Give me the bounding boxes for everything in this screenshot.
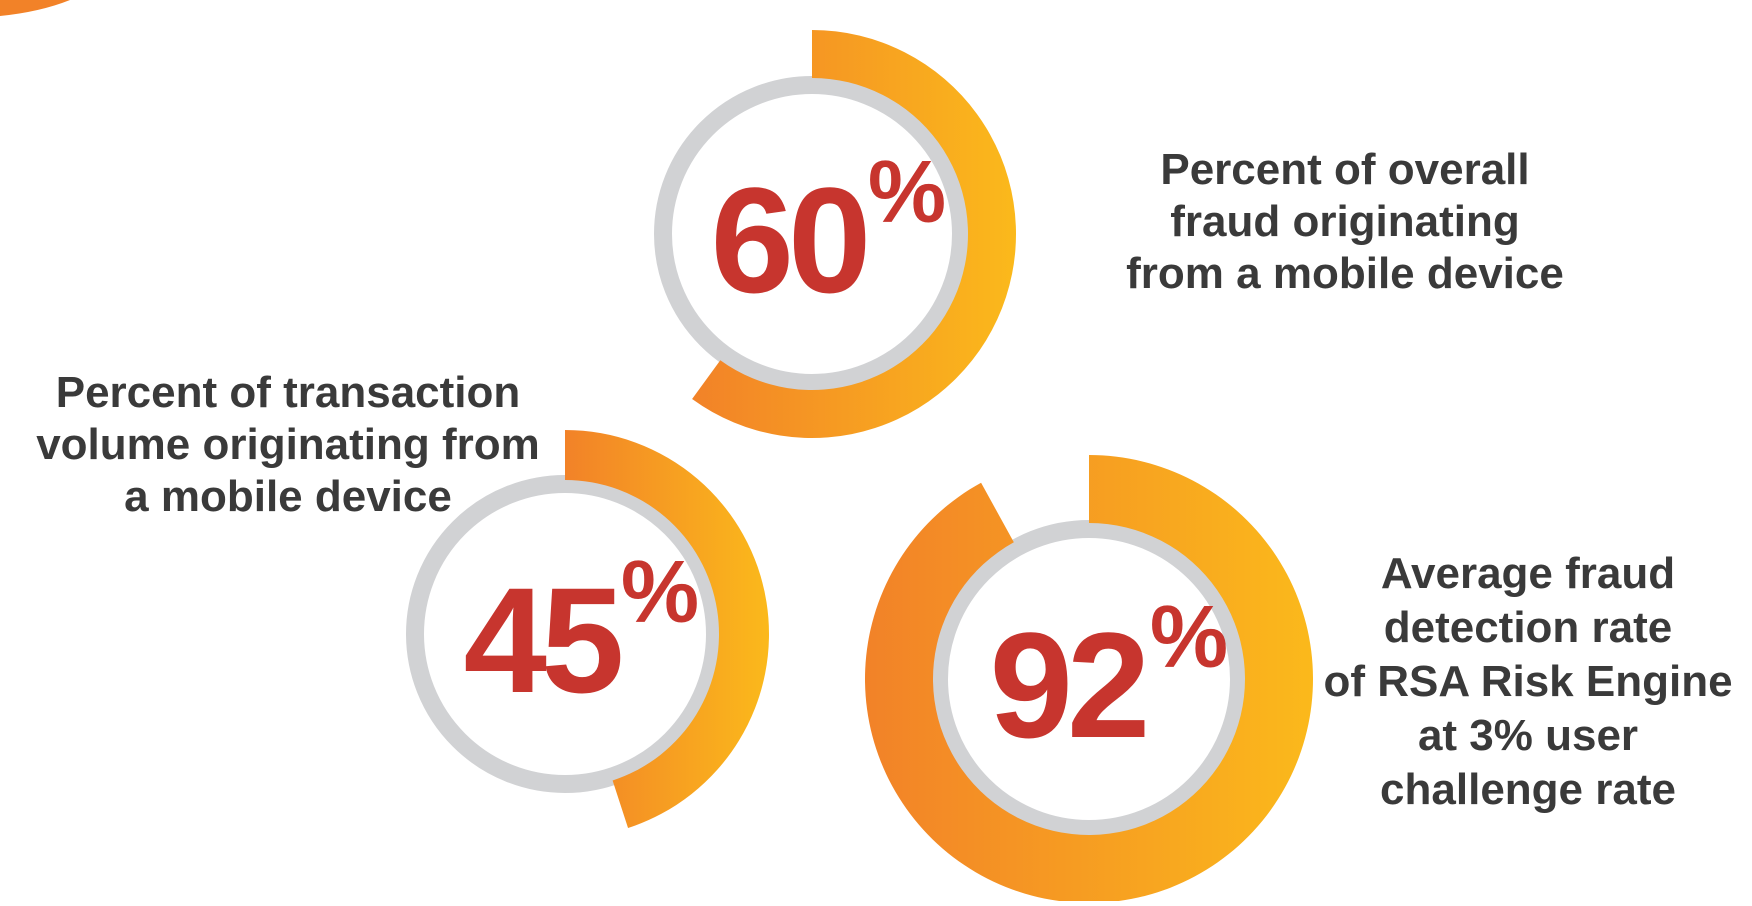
donut-value-label: 45: [464, 556, 621, 724]
donut-percent-sign: %: [868, 142, 946, 241]
donut-value-arc: [865, 455, 1313, 904]
donut-92-percent: 92%: [865, 455, 1313, 904]
caption-detection-rate: Average fraud detection rate of RSA Risk…: [1323, 549, 1733, 814]
donut-value-arc: [692, 30, 1016, 438]
donut-value-arc: [565, 430, 770, 829]
donut-track: [930, 520, 1248, 838]
donut-percent-sign: %: [621, 542, 699, 641]
donut-60-percent: 60%: [654, 30, 1016, 438]
donut-45-percent: 45%: [406, 430, 770, 829]
donut-value-label: 92: [990, 601, 1145, 769]
caption-overall-fraud: Percent of overall fraud originating fro…: [1126, 145, 1564, 298]
donut-percent-sign: %: [1150, 587, 1228, 686]
donut-track: [654, 76, 970, 392]
donut-track: [406, 475, 724, 793]
caption-transaction-volume: Percent of transaction volume originatin…: [36, 368, 540, 521]
corner-accent: [0, 0, 70, 16]
donut-value-label: 60: [711, 156, 866, 324]
